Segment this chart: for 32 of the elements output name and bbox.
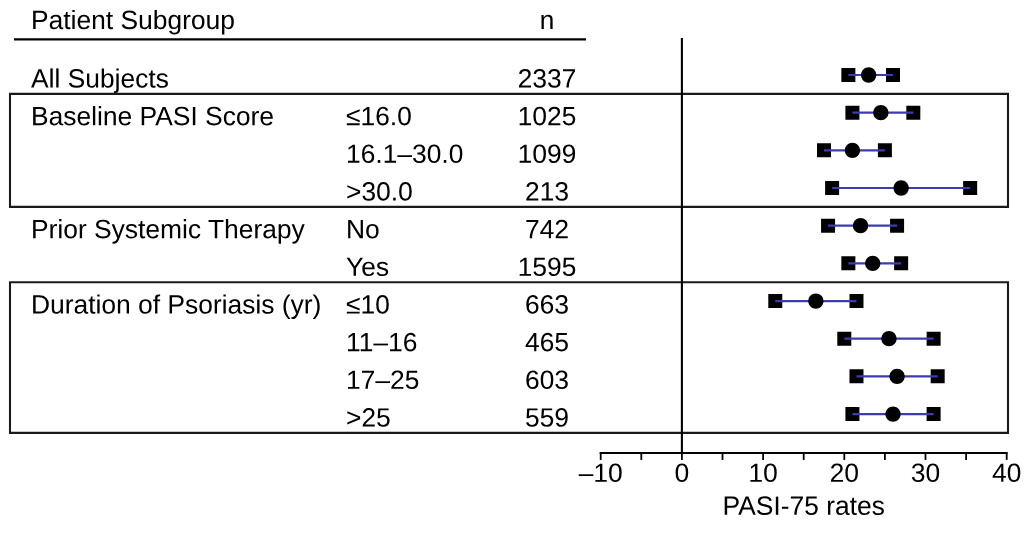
- y2-tick-label: 1099: [519, 144, 576, 164]
- y2-tick-label: 465: [525, 332, 568, 352]
- x-tick-label: 10: [750, 463, 777, 483]
- y-tick-label: 17–25: [348, 370, 419, 390]
- y2-tick-label: 1595: [519, 257, 576, 277]
- x-tick-label: –10: [578, 463, 622, 483]
- y-tick-label: >30.0: [347, 182, 412, 201]
- x-tick-label: 0: [675, 463, 689, 483]
- category-label: All Subjects: [31, 68, 168, 93]
- category-label: Duration of Psoriasis (yr): [33, 294, 320, 319]
- y-tick-label: ≤10: [346, 295, 389, 314]
- y-tick-label: Yes: [346, 257, 389, 277]
- y-tick-label: 11–16: [348, 332, 417, 352]
- y-tick-label: 16.1–30.0: [348, 144, 463, 164]
- x-tick-label: 40: [992, 463, 1021, 483]
- x-axis-title: PASI-75 rates: [724, 496, 884, 516]
- y-axis-title: Patient Subgroup: [33, 9, 234, 35]
- category-label: Baseline PASI Score: [33, 106, 273, 126]
- y2-tick-label: 603: [526, 370, 568, 390]
- y2-tick-label: 1025: [519, 106, 576, 126]
- category-label: Prior Systemic Therapy: [33, 219, 305, 244]
- y-tick-label: ≤16.0: [346, 106, 411, 126]
- x-tick-label: 30: [911, 463, 940, 483]
- y-tick-label: No: [348, 220, 379, 239]
- y-tick-label: >25: [347, 408, 390, 427]
- y2-tick-label: 663: [526, 295, 568, 314]
- y2-tick-label: 213: [526, 182, 568, 201]
- x-tick-label: 20: [830, 463, 858, 483]
- y2-axis-title: n: [541, 14, 553, 29]
- y2-tick-label: 2337: [518, 69, 576, 88]
- y2-tick-label: 559: [526, 408, 568, 427]
- y2-tick-label: 742: [526, 219, 568, 239]
